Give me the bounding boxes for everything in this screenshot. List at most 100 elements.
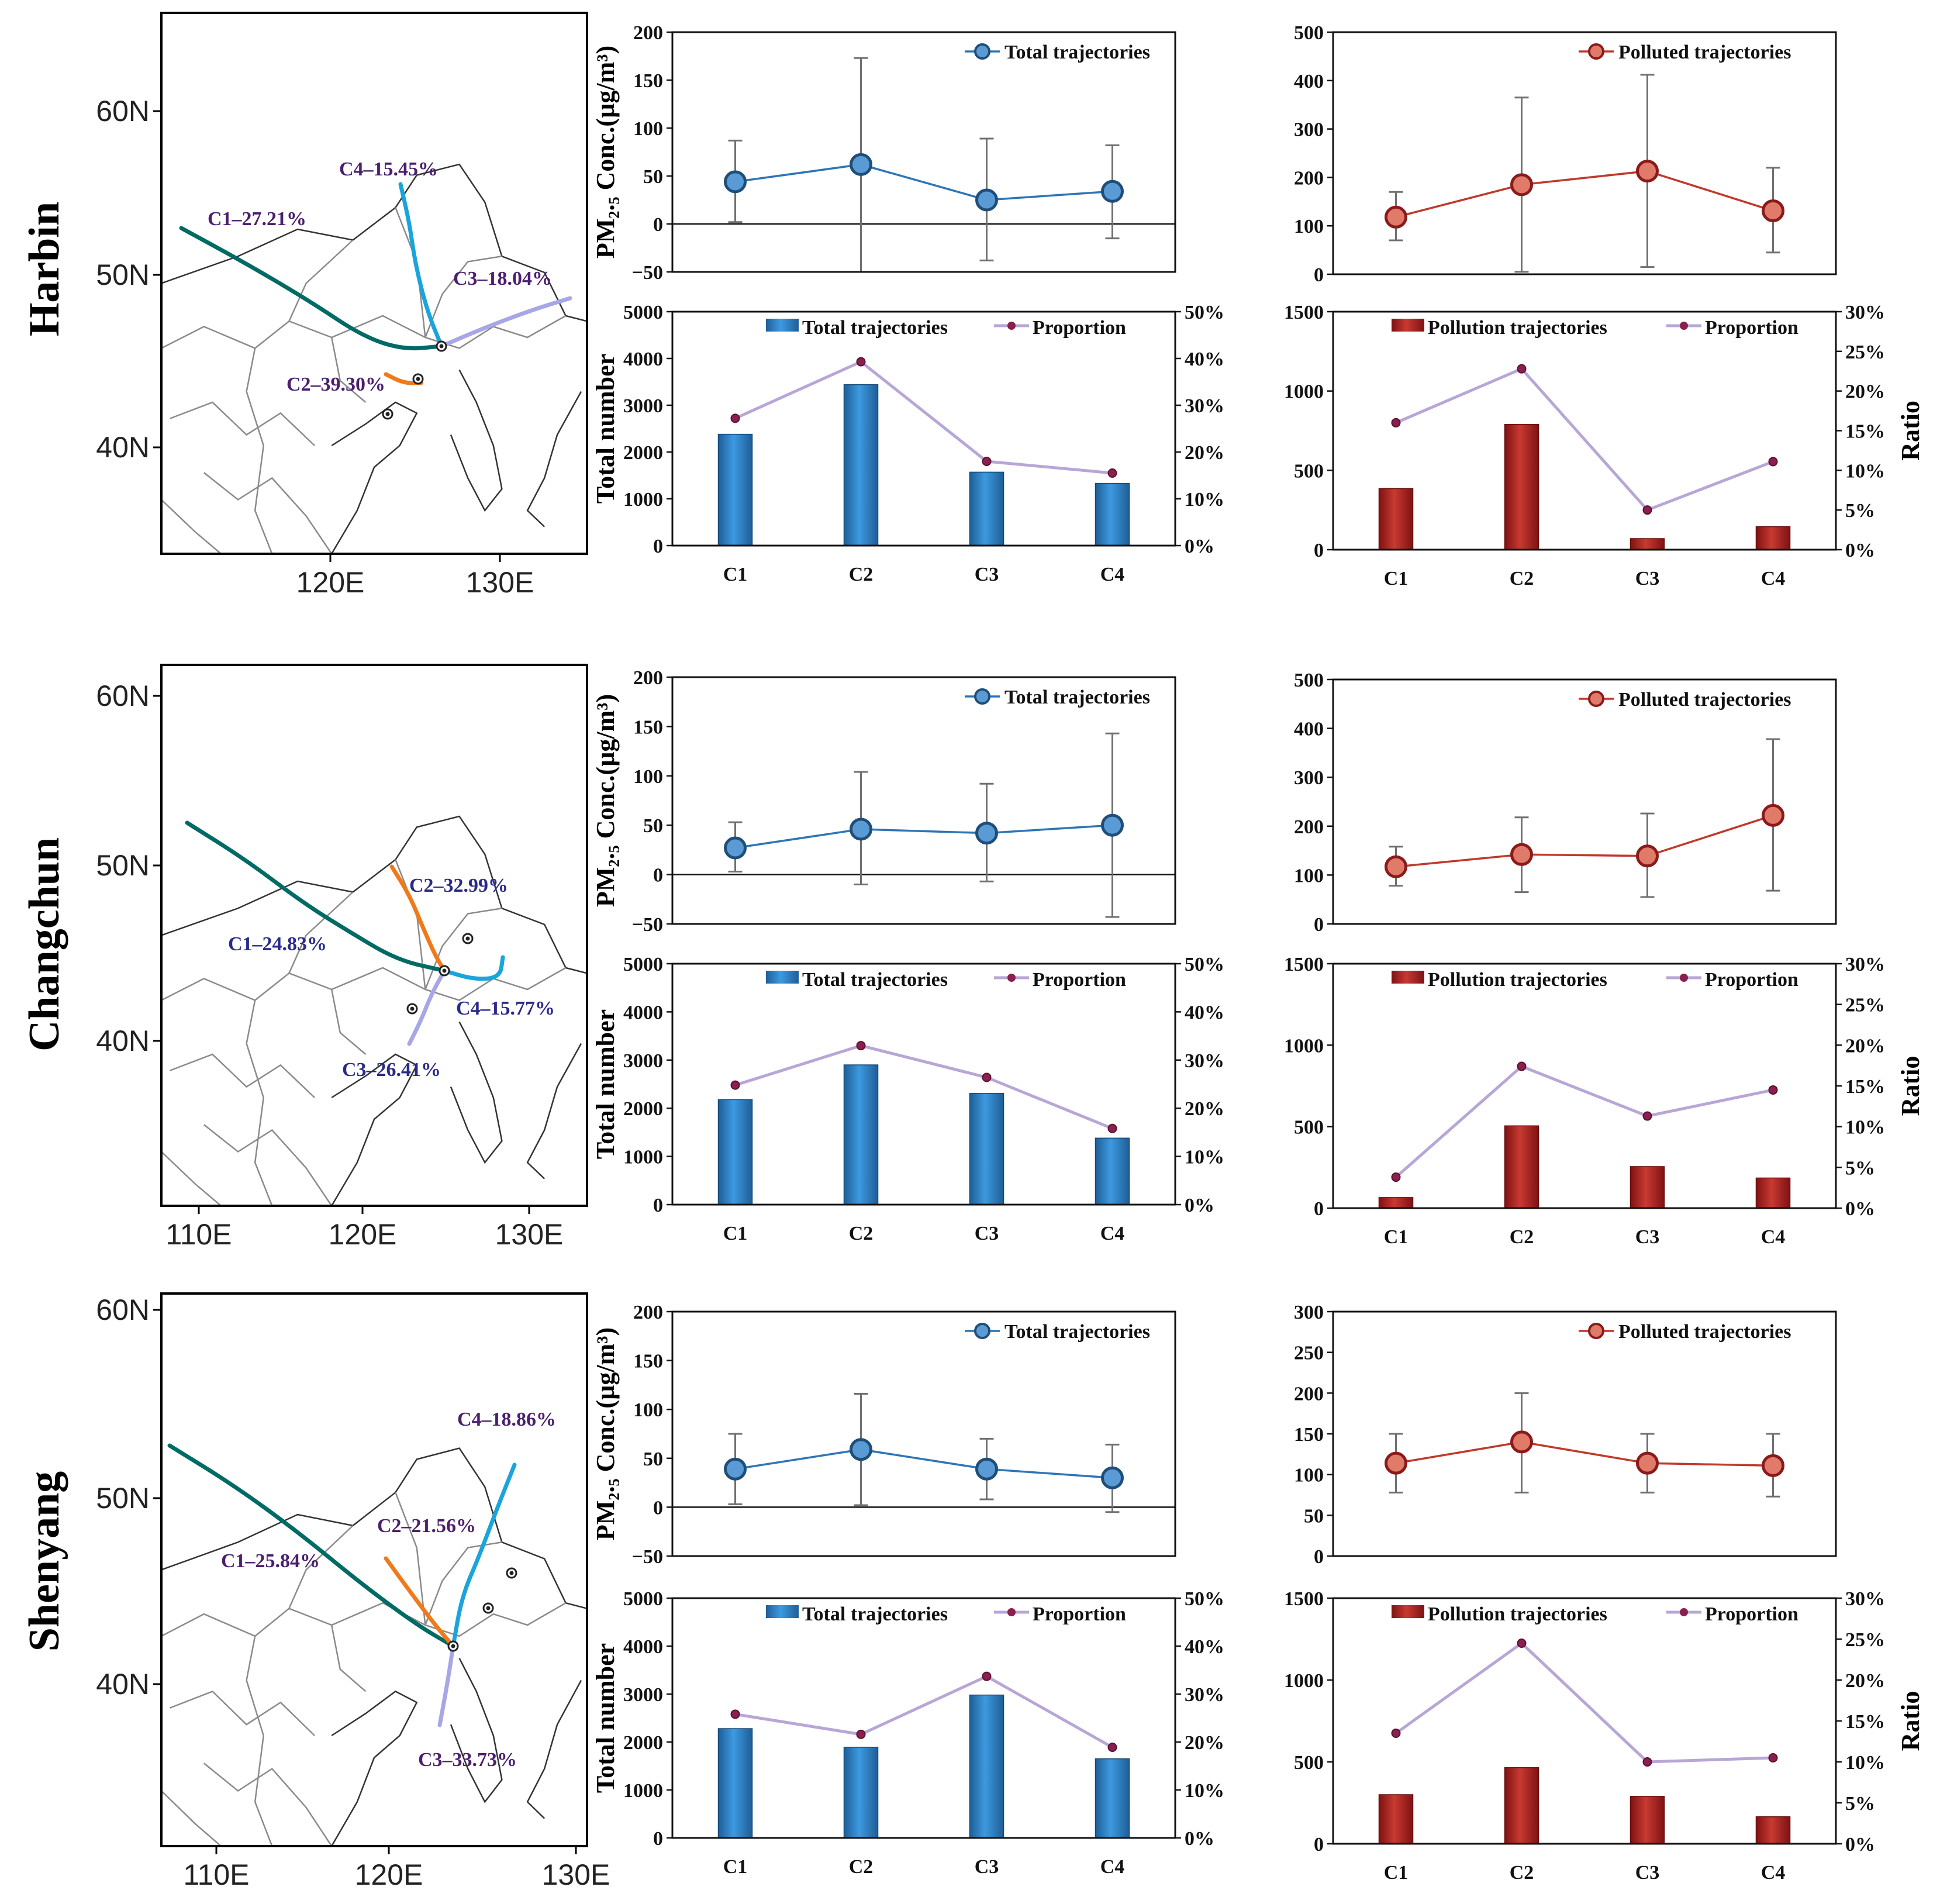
y-tick-label: 250 bbox=[1294, 1343, 1324, 1364]
coastline bbox=[526, 1679, 582, 1819]
plot-area bbox=[1333, 679, 1836, 924]
y-axis-title: Total number bbox=[591, 1009, 620, 1159]
chart-conc-polluted-harbin: 500 400 300 200 100 0 Polluted trajectories bbox=[1294, 22, 1837, 286]
plot-area bbox=[1333, 312, 1836, 550]
y2-tick-label: 20% bbox=[1185, 442, 1224, 464]
data-point bbox=[1510, 843, 1533, 866]
series-line bbox=[735, 1448, 1113, 1479]
x-tick-label: C3 bbox=[1635, 1226, 1660, 1248]
data-point bbox=[724, 836, 747, 860]
trajectory-c1 bbox=[179, 226, 444, 351]
y-tick-label: 200 bbox=[633, 1302, 663, 1323]
y-tick-label: 0 bbox=[1314, 1834, 1324, 1855]
province-border bbox=[288, 1524, 354, 1609]
trajectory-c3 bbox=[437, 1644, 455, 1727]
x-tick-label: C1 bbox=[723, 564, 748, 585]
city-marker-dot bbox=[416, 377, 420, 381]
y-tick-label: 0 bbox=[653, 1828, 663, 1850]
y2-tick-label: 0% bbox=[1845, 1834, 1875, 1855]
lat-tick-label: 40N bbox=[96, 1025, 150, 1057]
data-point bbox=[1510, 173, 1533, 196]
plot-frame bbox=[671, 963, 1176, 1206]
y-tick-label: 1500 bbox=[1284, 302, 1324, 323]
y2-tick-label: 20% bbox=[1185, 1732, 1224, 1754]
y2-tick-label: 5% bbox=[1845, 500, 1875, 522]
plot-area bbox=[1333, 1598, 1836, 1844]
lon-tick-label: 110E bbox=[183, 1858, 249, 1891]
proportion-point bbox=[1391, 1172, 1401, 1182]
legend-line-label: Proportion bbox=[1705, 1603, 1798, 1625]
x-tick-label: C4 bbox=[1761, 1862, 1786, 1884]
x-tick-label: C3 bbox=[975, 564, 999, 585]
province-border bbox=[170, 1690, 315, 1736]
lon-tick-label: 130E bbox=[542, 1858, 610, 1891]
y2-tick-label: 0% bbox=[1185, 536, 1214, 557]
bar bbox=[1378, 1197, 1414, 1209]
province-border bbox=[246, 1636, 273, 1846]
city-marker-dot bbox=[465, 936, 470, 941]
bar bbox=[969, 471, 1004, 546]
lon-tick-label: 130E bbox=[495, 1218, 564, 1251]
y-tick-label: 2000 bbox=[623, 442, 663, 464]
legend-line-marker bbox=[1680, 974, 1688, 982]
y-tick-label: 300 bbox=[1294, 1302, 1324, 1323]
y-tick-label: 4000 bbox=[623, 349, 663, 370]
province-border bbox=[170, 1053, 315, 1098]
bar bbox=[969, 1694, 1004, 1839]
x-tick-label: C1 bbox=[1384, 1862, 1409, 1884]
y-tick-label: 3000 bbox=[623, 1050, 663, 1072]
legend-bar-label: Pollution trajectories bbox=[1428, 317, 1607, 339]
bar bbox=[1504, 1767, 1539, 1844]
y2-tick-label: 10% bbox=[1845, 1752, 1885, 1774]
y-tick-label: 150 bbox=[633, 70, 663, 92]
legend-bar-swatch bbox=[766, 1605, 799, 1618]
y-tick-label: 200 bbox=[633, 22, 663, 44]
trajectory-label-c3: C3–18.04% bbox=[453, 268, 552, 289]
proportion-point bbox=[1642, 505, 1652, 515]
x-tick-label: C3 bbox=[975, 1223, 999, 1244]
y2-tick-label: 15% bbox=[1845, 421, 1885, 443]
coastline bbox=[526, 1043, 582, 1179]
trajectory-label-c1: C1–27.21% bbox=[208, 208, 306, 230]
lat-tick-label: 50N bbox=[96, 1482, 150, 1515]
proportion-point bbox=[856, 1729, 866, 1739]
trajectory-c4 bbox=[398, 182, 444, 349]
bar bbox=[1755, 1177, 1791, 1209]
lat-tick-label: 60N bbox=[96, 1294, 150, 1326]
y2-tick-label: 20% bbox=[1185, 1098, 1224, 1120]
legend-line-marker bbox=[1680, 322, 1688, 330]
data-point bbox=[850, 153, 872, 176]
y-tick-label: 0 bbox=[1314, 540, 1324, 561]
legend-marker bbox=[974, 43, 990, 60]
y2-tick-label: 10% bbox=[1845, 1117, 1885, 1139]
bar bbox=[1378, 1794, 1414, 1844]
legend-marker bbox=[974, 1323, 990, 1339]
legend-line-marker bbox=[1007, 974, 1016, 982]
y2-tick-label: 50% bbox=[1185, 302, 1224, 323]
proportion-point bbox=[1517, 364, 1527, 374]
y-tick-label: 200 bbox=[633, 667, 663, 689]
province-border bbox=[203, 472, 333, 554]
proportion-point bbox=[1642, 1111, 1652, 1121]
y2-axis-title: Ratio bbox=[1896, 1691, 1925, 1751]
bar bbox=[1630, 538, 1665, 550]
legend-bar-label: Pollution trajectories bbox=[1428, 969, 1607, 991]
y-tick-label: 150 bbox=[633, 1351, 663, 1372]
data-point bbox=[850, 1438, 872, 1461]
plot-frame bbox=[671, 676, 1176, 925]
plot-area bbox=[672, 32, 1175, 272]
proportion-point bbox=[1768, 1085, 1778, 1095]
y2-tick-label: 20% bbox=[1845, 1670, 1885, 1692]
data-point bbox=[1385, 855, 1407, 878]
bar bbox=[717, 1728, 753, 1839]
chart-conc-total-harbin: 200 150 100 50 0 −50 Total trajectories PM₂.₅ C… bbox=[591, 22, 1176, 284]
trajectory-map-shenyang: C1–25.84% C2–21.56% C3–33.73% C4–18.86% 60N 5… bbox=[96, 1292, 610, 1891]
lon-tick-label: 130E bbox=[466, 566, 534, 599]
y-tick-label: 400 bbox=[1294, 719, 1324, 740]
y-tick-label: 0 bbox=[1314, 914, 1324, 936]
plot-frame bbox=[671, 1310, 1176, 1557]
x-tick-label: C4 bbox=[1761, 1226, 1786, 1248]
data-point bbox=[1762, 199, 1784, 223]
